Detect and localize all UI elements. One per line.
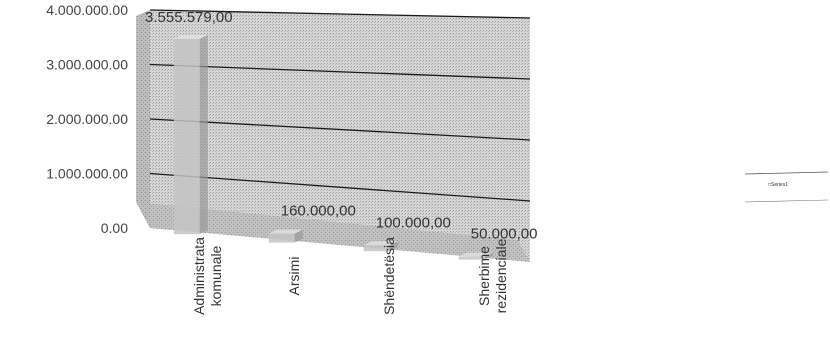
category-label: Arsimi bbox=[286, 257, 302, 296]
legend: □Series1 bbox=[744, 171, 829, 203]
bar-side bbox=[484, 252, 493, 260]
legend-top-line bbox=[744, 171, 829, 175]
gridline-2 bbox=[149, 118, 531, 141]
data-label: 160.000,00 bbox=[281, 203, 356, 220]
floor bbox=[136, 202, 530, 262]
y-axis: 0.00 1.000.000.00 2.000.000.00 3.000.000.00… bbox=[46, 2, 128, 236]
bar-side bbox=[294, 229, 303, 243]
bar-side bbox=[389, 241, 398, 252]
y-tick-label: 1.000.000.00 bbox=[46, 166, 128, 182]
gridline-3 bbox=[149, 63, 531, 80]
data-label: 3.555.579,00 bbox=[145, 9, 233, 26]
bar-top bbox=[173, 34, 208, 39]
bar bbox=[458, 256, 485, 260]
gridline-4 bbox=[149, 9, 531, 19]
plot-area bbox=[136, 10, 530, 262]
category-label: Shëndetësia bbox=[381, 237, 397, 315]
category-label: komunale bbox=[208, 245, 224, 306]
y-tick-label: 2.000.000.00 bbox=[46, 111, 128, 127]
gridline-1 bbox=[149, 172, 531, 202]
bar bbox=[363, 245, 390, 252]
category-label: Administrata bbox=[191, 237, 207, 315]
bar bbox=[268, 233, 295, 243]
back-wall bbox=[150, 10, 530, 262]
bar-top bbox=[268, 229, 303, 234]
bar-top bbox=[458, 252, 493, 257]
bar-top bbox=[363, 241, 398, 246]
bars bbox=[173, 34, 493, 260]
data-labels: 3.555.579,00 160.000,00 100.000,00 50.000,0… bbox=[145, 9, 537, 243]
gridlines bbox=[149, 9, 531, 202]
legend-bottom-line bbox=[744, 199, 829, 203]
category-label: Sherbime bbox=[476, 246, 492, 306]
x-axis: Administrata komunale Arsimi Shëndetësia She… bbox=[191, 237, 509, 315]
data-label: 100.000,00 bbox=[376, 214, 451, 231]
data-label: 50.000,00 bbox=[471, 226, 538, 243]
legend-entry: □Series1 bbox=[768, 182, 788, 188]
y-tick-label: 3.000.000.00 bbox=[46, 57, 128, 73]
y-tick-label: 4.000.000.00 bbox=[46, 2, 128, 18]
bar bbox=[173, 38, 200, 235]
category-label: rezidenciale bbox=[493, 238, 509, 313]
side-wall bbox=[136, 10, 150, 228]
bar-side bbox=[199, 34, 208, 235]
y-tick-label: 0.00 bbox=[101, 220, 128, 236]
